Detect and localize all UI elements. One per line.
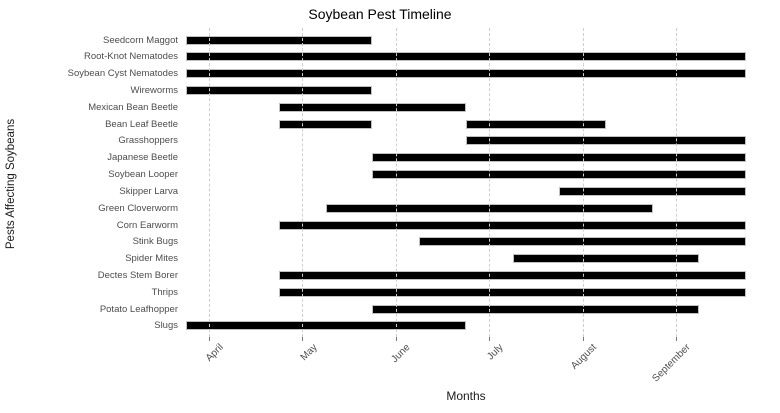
timeline-bar	[465, 136, 747, 146]
pest-label: Corn Earworm	[116, 219, 178, 231]
vertical-gridline	[395, 28, 397, 337]
timeline-bar	[185, 321, 466, 331]
month-label: September	[650, 342, 693, 385]
pest-label: Root-Knot Nematodes	[84, 51, 178, 63]
x-axis-tick	[302, 337, 304, 341]
month-label: June	[389, 342, 413, 366]
pest-label: Soybean Looper	[108, 169, 178, 181]
vertical-gridline	[489, 28, 491, 337]
x-axis-tick	[395, 337, 397, 341]
timeline-bar	[279, 220, 747, 230]
x-axis-tick	[489, 337, 491, 341]
pest-label: Wireworms	[130, 84, 179, 96]
pest-label: Thrips	[151, 286, 178, 298]
x-axis-tick	[676, 337, 677, 341]
pest-label: Soybean Cyst Nematodes	[67, 68, 178, 80]
pest-label: Green Cloverworm	[98, 202, 178, 214]
pest-label: Spider Mites	[125, 253, 178, 265]
timeline-bar	[465, 119, 606, 129]
pest-label: Seedcorn Maggot	[103, 34, 178, 46]
month-label: April	[203, 342, 226, 364]
x-axis-tick	[582, 337, 584, 341]
pest-label: Potato Leafhopper	[99, 303, 178, 315]
x-axis-title: Months	[446, 389, 486, 403]
timeline-bar	[185, 85, 373, 95]
timeline-bar	[279, 287, 747, 297]
timeline-bar	[185, 52, 747, 62]
vertical-gridline	[676, 28, 677, 337]
plot-area	[182, 28, 750, 337]
pest-label: Slugs	[154, 320, 178, 332]
pest-label: Japanese Beetle	[107, 152, 178, 164]
vertical-gridline	[302, 28, 304, 337]
month-label: May	[298, 342, 320, 364]
timeline-bar	[279, 270, 747, 280]
timeline-bar	[372, 170, 747, 180]
pest-label: Mexican Bean Beetle	[88, 101, 178, 113]
timeline-bar	[279, 102, 466, 112]
pest-label: Skipper Larva	[119, 185, 178, 197]
month-label: July	[485, 342, 506, 363]
timeline-bar	[185, 35, 373, 45]
pest-label: Dectes Stem Borer	[97, 269, 178, 281]
vertical-gridline	[582, 28, 584, 337]
timeline-bar	[372, 153, 747, 163]
vertical-gridline	[209, 28, 210, 337]
chart-title: Soybean Pest Timeline	[308, 6, 452, 22]
timeline-bar	[372, 304, 700, 314]
pest-label: Grasshoppers	[118, 135, 178, 147]
pest-label: Stink Bugs	[132, 236, 178, 248]
pest-label: Bean Leaf Beetle	[105, 118, 178, 130]
timeline-bar	[512, 254, 700, 264]
timeline-bar	[419, 237, 747, 247]
month-label: August	[569, 342, 600, 372]
timeline-bar	[279, 119, 373, 129]
timeline-bar	[559, 186, 747, 196]
timeline-bar	[185, 69, 747, 79]
x-axis-tick	[209, 337, 210, 341]
